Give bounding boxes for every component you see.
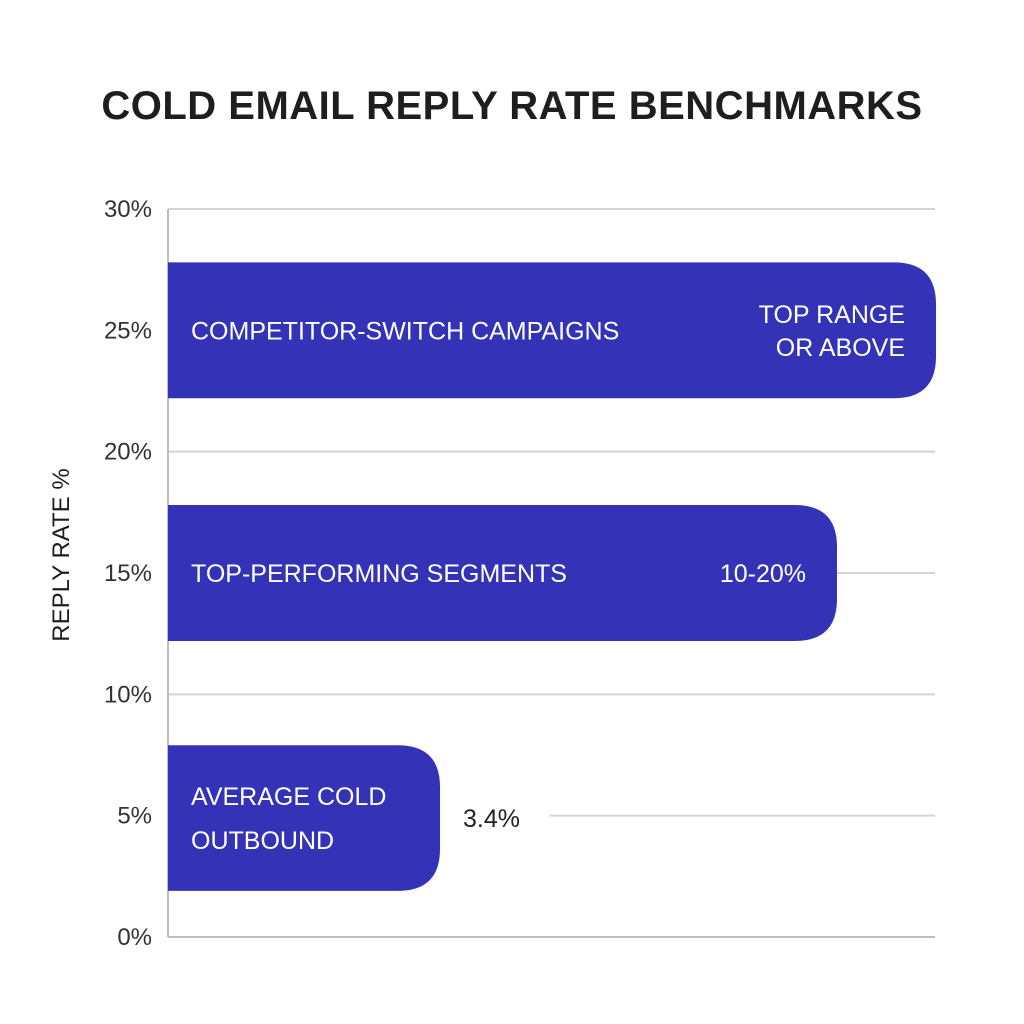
- y-tick-label: 30%: [104, 196, 152, 223]
- bar-value-label: 3.4%: [463, 805, 520, 833]
- y-tick-label: 15%: [104, 560, 152, 587]
- bar-category-label: OUTBOUND: [191, 827, 334, 855]
- bar-value-label: OR ABOVE: [776, 334, 905, 362]
- y-tick-label: 0%: [117, 924, 152, 951]
- chart-title: COLD EMAIL REPLY RATE BENCHMARKS: [101, 84, 923, 128]
- bar-category-label: COMPETITOR-SWITCH CAMPAIGNS: [191, 317, 619, 345]
- y-tick-label: 10%: [104, 681, 152, 708]
- y-tick-label: 20%: [104, 439, 152, 466]
- bar: [168, 745, 440, 891]
- y-tick-label: 25%: [104, 317, 152, 344]
- bar-category-label: AVERAGE COLD: [191, 783, 386, 811]
- bar-category-label: TOP-PERFORMING SEGMENTS: [191, 560, 567, 588]
- label-mask: [440, 798, 550, 839]
- bar: [168, 505, 837, 641]
- bar-value-label: TOP RANGE: [759, 301, 905, 329]
- bar-value-label: 10-20%: [720, 560, 806, 588]
- y-tick-label: 5%: [117, 803, 152, 830]
- bar: [168, 262, 936, 399]
